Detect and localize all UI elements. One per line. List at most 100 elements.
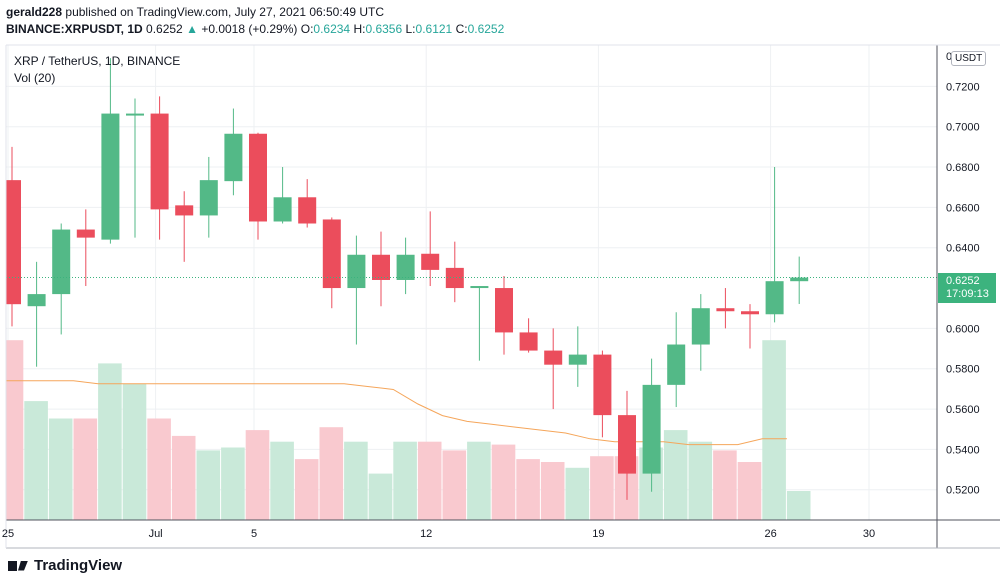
price-tag-value: 0.6252: [946, 275, 980, 287]
candle-body: [52, 229, 71, 295]
price-tick-label: 0.5400: [946, 444, 980, 456]
volume-bar: [491, 444, 516, 520]
time-tick-label: 5: [251, 528, 257, 540]
symbol-label: BINANCE:XRPUSDT, 1D: [6, 22, 143, 36]
volume-bar: [270, 441, 294, 520]
volume-bar: [786, 491, 811, 520]
symbol-ohlc-line: BINANCE:XRPUSDT, 1D 0.6252 ▲ +0.0018 (+0…: [6, 22, 504, 36]
volume-bar: [73, 418, 98, 520]
candle-body: [249, 133, 267, 222]
volume-bar: [565, 467, 590, 520]
price-tick-label: 0.5800: [946, 364, 980, 376]
candle-body: [27, 294, 46, 307]
volume-bar: [516, 459, 540, 520]
price-tick-label: 0: [946, 51, 952, 63]
volume-legend[interactable]: Vol (20): [14, 71, 56, 85]
volume-bar: [48, 418, 73, 520]
candle-body: [519, 332, 538, 351]
volume-bar: [393, 441, 417, 520]
candle-body: [691, 308, 710, 345]
high-label: H:: [353, 22, 366, 36]
open-value: 0.6234: [313, 22, 351, 36]
volume-bar: [467, 441, 491, 520]
candle-body: [175, 205, 194, 216]
volume-bar: [245, 430, 270, 520]
candle-body: [445, 267, 464, 289]
price-tick-label: 0.5200: [946, 485, 980, 497]
candles: [6, 58, 809, 500]
volume-bar: [319, 427, 344, 520]
volume-bar: [762, 340, 786, 520]
candle-body: [470, 286, 489, 289]
low-value: 0.6121: [415, 22, 453, 36]
volume-bar: [688, 441, 713, 520]
candle-body: [224, 133, 243, 182]
volume-bar: [24, 401, 48, 520]
tradingview-icon: [8, 559, 30, 573]
open-label: O:: [300, 22, 314, 36]
volume-bar: [663, 430, 688, 520]
candle-body: [6, 180, 21, 305]
time-axis[interactable]: 25 Jul 5 12 19 26 30: [2, 528, 875, 540]
candle-body: [716, 308, 735, 312]
candle-body: [150, 113, 169, 210]
last-price: 0.6252: [146, 22, 183, 36]
candle-body: [790, 277, 809, 282]
volume-bars: [6, 340, 811, 520]
close-label: C:: [455, 22, 468, 36]
publish-info: published on TradingView.com, July 27, 2…: [65, 5, 385, 19]
candle-body: [741, 311, 759, 315]
volume-bar: [442, 450, 467, 520]
candle-body: [101, 113, 120, 240]
price-tick-label: 0.7200: [946, 81, 980, 93]
currency-button[interactable]: USDT: [951, 51, 987, 66]
tradingview-logo[interactable]: TradingView: [8, 557, 122, 574]
chart-legend-symbol: XRP / TetherUS, 1D, BINANCE: [14, 54, 181, 68]
candle-body: [126, 113, 144, 116]
volume-bar: [147, 418, 171, 520]
price-tag-countdown: 17:09:13: [946, 288, 989, 300]
volume-bar: [98, 363, 122, 520]
low-label: L:: [405, 22, 416, 36]
candle-body: [495, 288, 513, 333]
volume-bar: [713, 450, 737, 520]
candle-body: [322, 219, 341, 289]
volume-bar: [344, 441, 368, 520]
price-tick-label: 0.7000: [946, 122, 980, 134]
candle-body: [593, 354, 612, 416]
candle-body: [421, 253, 440, 270]
candle-body: [76, 229, 95, 238]
volume-bar: [294, 459, 319, 520]
volume-bar: [737, 462, 762, 520]
volume-bar: [417, 441, 442, 520]
time-tick-label: 19: [592, 528, 604, 540]
volume-bar: [368, 473, 393, 520]
volume-bar: [590, 456, 614, 520]
candle-body: [618, 415, 636, 474]
candle-body: [544, 350, 563, 365]
volume-bar: [540, 462, 565, 520]
price-axis[interactable]: 0.7200 0.7000 0.6800 0.6600 0.6400 0.6000 0.58…: [946, 51, 980, 497]
publisher-name[interactable]: gerald228: [6, 5, 63, 19]
brand-name: TradingView: [34, 557, 123, 574]
volume-bar: [122, 383, 147, 520]
volume-bar: [196, 450, 221, 520]
price-tick-label: 0.6600: [946, 202, 980, 214]
time-tick-label: 12: [420, 528, 432, 540]
candle-body: [372, 254, 390, 280]
up-arrow-icon: ▲: [186, 22, 198, 36]
price-tag: 0.6252 17:09:13: [938, 273, 996, 303]
high-value: 0.6356: [365, 22, 403, 36]
price-tick-label: 0.6800: [946, 162, 980, 174]
candle-body: [568, 354, 587, 365]
candle-body: [667, 344, 686, 385]
candle-body: [347, 254, 366, 289]
candle-body: [199, 180, 218, 216]
candle-body: [642, 384, 661, 474]
volume-bar: [171, 435, 196, 520]
chart-frame: [5, 44, 1000, 549]
price-tick-label: 0.6000: [946, 323, 980, 335]
price-change: +0.0018 (+0.29%): [201, 22, 298, 36]
time-tick-label: 26: [764, 528, 776, 540]
